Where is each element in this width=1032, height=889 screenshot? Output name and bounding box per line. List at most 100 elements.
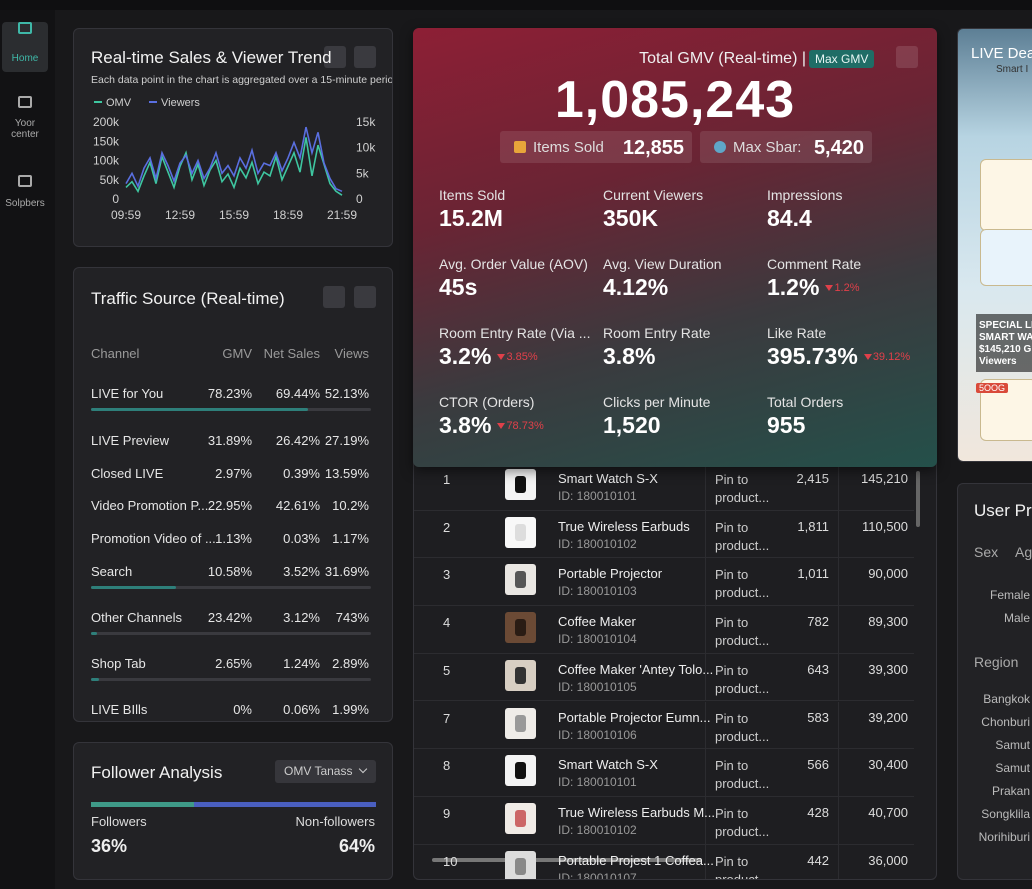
product-name[interactable]: True Wireless Earbuds (558, 518, 690, 534)
product-thumb (505, 612, 536, 644)
product-shape (515, 476, 526, 493)
section-title: Region (974, 654, 1019, 670)
vertical-scrollbar[interactable] (916, 471, 920, 527)
region-label: Norihiburi (978, 830, 1030, 844)
chip-label: Items Sold (533, 139, 604, 156)
metric-label: CTOR (Orders) (439, 394, 535, 410)
product-name[interactable]: Smart Watch S-X (558, 757, 658, 773)
card-title: Real-time Sales & Viewer Trend (91, 48, 332, 67)
nav-label[interactable]: Solpbers (5, 198, 45, 209)
product-name[interactable]: Smart Watch S-X (558, 471, 658, 486)
region-label: Bangkok (983, 692, 1030, 706)
product-gmv: 90,000 (868, 566, 908, 582)
channel-name: LIVE for You (91, 386, 164, 401)
progress-track (91, 678, 371, 681)
nav-label[interactable]: Yoor center (11, 118, 39, 140)
x-tick-label: 12:59 (165, 208, 195, 222)
metric-value: 1.2% (767, 274, 820, 300)
delta-arrow (497, 423, 506, 429)
product-name[interactable]: Portable Projector (558, 566, 663, 582)
progress-track (91, 632, 371, 635)
x-tick-label: 21:59 (327, 208, 357, 222)
legend-label: OMV (106, 97, 132, 109)
product-thumb (505, 469, 536, 500)
tab[interactable]: Sex (974, 544, 999, 560)
follower-card: Follower Analysis OMV Tanass Followers 36% N… (73, 742, 393, 880)
horizontal-scrollbar[interactable] (432, 858, 702, 862)
dropdown[interactable]: OMV Tanass (275, 760, 376, 783)
y2-tick-label: 5k (356, 166, 370, 180)
product-shape (515, 714, 526, 732)
product-name[interactable]: Coffee Maker 'Antey Tolo... (558, 661, 714, 677)
nav-icon[interactable] (18, 175, 32, 187)
product-gmv: 89,300 (868, 614, 908, 630)
pin-action[interactable]: Pin to product... (715, 853, 770, 880)
y2-tick-label: 15k (356, 115, 376, 129)
dropdown-label[interactable]: OMV Tanass (284, 764, 353, 778)
gmv-panel: Total GMV (Real-time) | Max GMV 1,085,243 I… (413, 28, 937, 467)
pin-action[interactable]: Pin to product... (715, 615, 770, 649)
product-row: 9 True Wireless Earbuds M... ID: 180010102… (414, 796, 914, 845)
progress-fill (91, 678, 99, 681)
image-button[interactable] (354, 46, 376, 68)
product-thumb (505, 755, 536, 787)
nav-icon[interactable] (18, 22, 32, 34)
nav-icon[interactable] (18, 96, 32, 108)
channel-metric: 10.2% (332, 498, 369, 513)
card-subtitle: Each data point in the chart is aggregat… (91, 74, 393, 86)
product-gmv: 39,300 (868, 661, 908, 677)
pin-action[interactable]: Pin to product... (715, 758, 770, 792)
pin-action[interactable]: Pin to product... (715, 472, 770, 505)
channel-name: LIVE BIlls (91, 702, 148, 717)
dropdown-caret (358, 764, 368, 774)
expand-button[interactable] (324, 46, 346, 68)
nav-label[interactable]: Home (11, 53, 39, 64)
product-row: 4 Coffee Maker ID: 180010104 Pin to product… (414, 606, 914, 654)
column-divider (838, 701, 839, 749)
card-title: User Pro (974, 501, 1032, 520)
column-divider (705, 558, 706, 606)
metric-delta: 1.2% (834, 282, 860, 294)
metric-delta: 78.73% (506, 420, 544, 432)
column-header: Net Sales (263, 346, 320, 361)
metric-value: 395.73% (767, 343, 858, 369)
next-button[interactable] (354, 286, 376, 308)
rank: 8 (443, 758, 451, 774)
product-row: 8 Smart Watch S-X ID: 180010101 Pin to prod… (414, 749, 914, 797)
book-button[interactable] (323, 286, 345, 308)
column-divider (705, 749, 706, 797)
product-name[interactable]: True Wireless Earbuds M... (558, 804, 716, 820)
overlay-text: SPECIAL LI (979, 320, 1032, 331)
tag-text: 5OOG (979, 383, 1006, 393)
product-thumb (505, 802, 536, 834)
product-name[interactable]: Portable Projest 1 Coffea... (558, 852, 714, 868)
legend-label: Viewers (161, 97, 200, 109)
product-id: ID: 180010103 (558, 584, 637, 599)
metric-label: Avg. View Duration (603, 256, 722, 272)
open-button[interactable] (896, 46, 918, 68)
pin-action[interactable]: Pin to product... (715, 519, 770, 553)
product-name[interactable]: Coffee Maker (558, 614, 636, 630)
stat-chip: Items Sold 12,855 (500, 131, 692, 163)
metric-value: 3.8% (439, 412, 492, 438)
chip-label: Max Sbar: (733, 139, 802, 156)
pin-action[interactable]: Pin to product... (715, 567, 770, 601)
pin-action[interactable]: Pin to product... (715, 710, 770, 744)
y-tick-label: 0 (112, 192, 119, 206)
pin-action[interactable]: Pin to product... (715, 805, 770, 839)
metric-label: Comment Rate (767, 256, 862, 272)
channel-metric: 3.52% (283, 564, 320, 579)
gmv-badge: Max GMV (809, 50, 875, 68)
delta-arrow (497, 354, 506, 360)
tab[interactable]: Ag (1015, 544, 1032, 560)
product-name[interactable]: Portable Projector Eumn... (558, 709, 711, 725)
region-label: Prakan (991, 784, 1030, 798)
channel-metric: 22.95% (207, 498, 252, 513)
product-shape (515, 666, 526, 684)
channel-metric: 2.97% (215, 466, 252, 481)
pin-action[interactable]: Pin to product... (715, 662, 770, 696)
product-table: 1 Smart Watch S-X ID: 180010101 Pin to prod… (413, 440, 937, 880)
column-divider (705, 463, 706, 510)
metric-value: 1,520 (603, 412, 661, 438)
metric-label: Impressions (767, 187, 843, 203)
